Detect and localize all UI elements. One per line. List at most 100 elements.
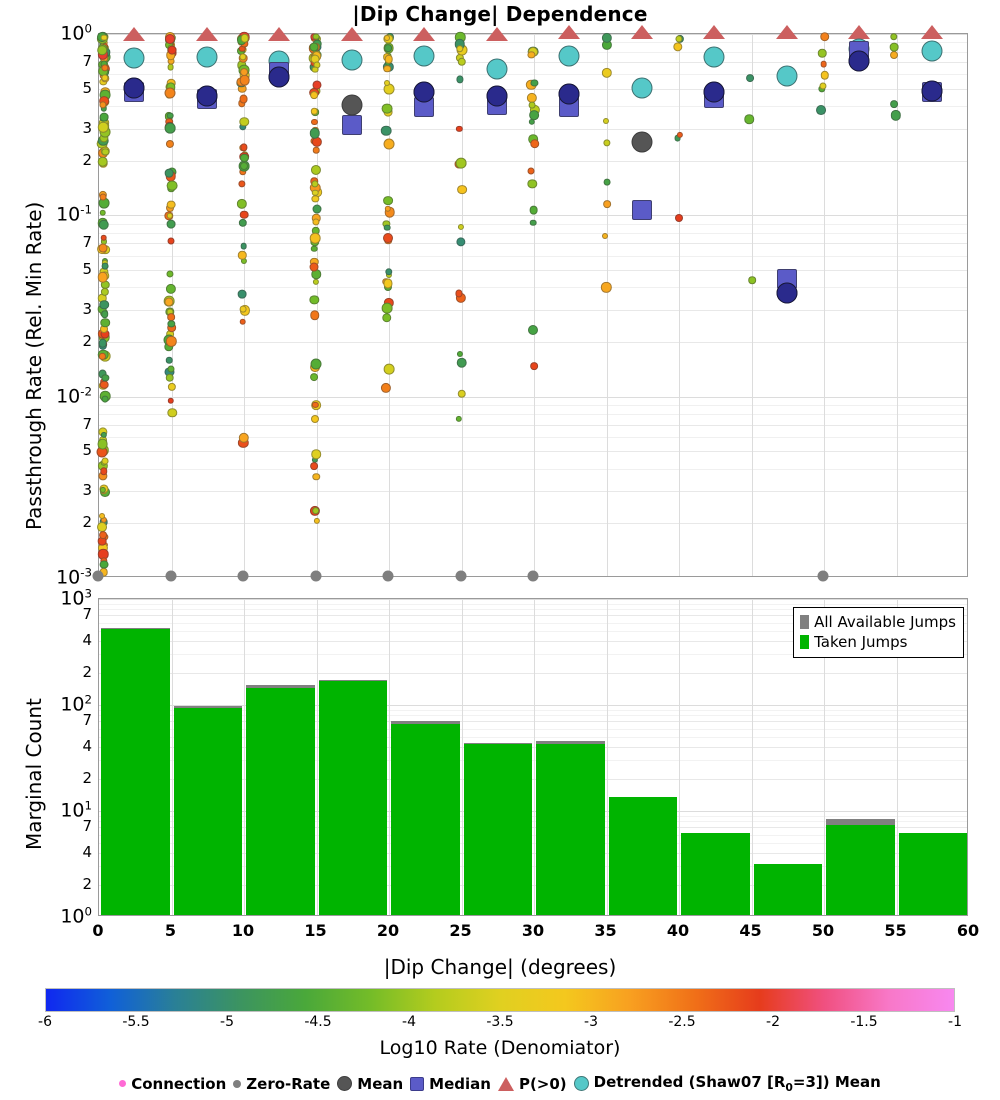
scatter-point (311, 118, 318, 125)
stat-marker (631, 200, 652, 221)
scatter-point (236, 198, 247, 209)
scatter-point (603, 139, 611, 147)
marker-legend-label: Mean (357, 1074, 404, 1093)
scatter-y-tick: 2 (82, 513, 92, 532)
histogram-x-tick: 10 (231, 921, 255, 940)
scatter-point (310, 180, 319, 188)
scatter-point (309, 232, 321, 244)
legend-label: Taken Jumps (814, 633, 908, 651)
scatter-point (100, 318, 110, 328)
scatter-point (239, 161, 248, 170)
colorbar-tick: -4 (402, 1014, 416, 1030)
gridline (99, 523, 967, 525)
gridline (316, 34, 318, 576)
histogram-x-tick: 5 (164, 921, 177, 940)
circle-icon (337, 1076, 353, 1091)
scatter-point (238, 218, 247, 227)
scatter-point (455, 289, 463, 298)
scatter-y-tick: 2 (82, 150, 92, 169)
scatter-point (99, 299, 110, 310)
stat-marker (123, 77, 145, 99)
scatter-point (383, 363, 395, 375)
marker-legend-item: Connection (119, 1075, 226, 1093)
stat-marker (703, 25, 726, 40)
scatter-point (603, 117, 610, 124)
scatter-point (97, 438, 108, 450)
gridline-minor (99, 821, 967, 823)
scatter-point (164, 168, 174, 178)
colorbar-tick: -1.5 (850, 1014, 878, 1030)
scatter-point (165, 373, 175, 382)
scatter-point (312, 218, 320, 226)
gridline-minor (99, 468, 967, 470)
gridline-minor (99, 609, 967, 611)
scatter-y-tick: 100 (60, 21, 92, 45)
stat-marker (703, 46, 725, 68)
scatter-point (101, 64, 109, 72)
zero-rate-marker (527, 570, 539, 582)
gridline (751, 34, 753, 576)
scatter-point (166, 269, 174, 278)
gridline-minor (99, 404, 967, 406)
gridline (896, 34, 898, 576)
scatter-point (890, 110, 901, 121)
gridline-minor (99, 834, 967, 836)
figure-title: |Dip Change| Dependence (352, 2, 648, 26)
histogram-x-tick: 40 (666, 921, 690, 940)
scatter-point (100, 34, 108, 41)
scatter-point (313, 517, 321, 524)
stat-marker (123, 27, 146, 42)
scatter-point (238, 432, 249, 443)
scatter-point (384, 55, 394, 64)
gridline (99, 451, 967, 453)
gridline-minor (99, 414, 967, 416)
scatter-point (456, 75, 464, 84)
scatter-point (312, 80, 322, 90)
scatter-point (383, 224, 391, 232)
bar-taken-jumps (608, 796, 677, 915)
scatter-point (165, 283, 177, 294)
scatter-y-tick: 10-1 (56, 202, 92, 226)
triangle-icon (497, 1076, 514, 1091)
scatter-point (312, 204, 322, 214)
gridline (99, 641, 967, 643)
scatter-point (674, 35, 683, 43)
scatter-point (457, 57, 466, 66)
scatter-point (381, 103, 393, 114)
stat-marker (341, 94, 363, 116)
scatter-point (312, 278, 319, 286)
scatter-point (383, 64, 392, 73)
histogram-y-tick: 102 (60, 692, 92, 716)
scatter-point (239, 74, 251, 86)
scatter-point (98, 101, 107, 109)
stat-marker (921, 40, 943, 62)
scatter-point (310, 310, 320, 320)
stat-marker (558, 25, 581, 40)
histogram-y-tick: 2 (82, 875, 92, 894)
marker-legend-label: Median (429, 1074, 491, 1093)
scatter-y-tick: 5 (82, 259, 92, 278)
gridline-minor (99, 654, 967, 656)
scatter-point (98, 219, 110, 231)
scatter-point (748, 276, 756, 285)
scatter-y-tick: 7 (82, 233, 92, 252)
scatter-point (100, 310, 109, 318)
marker-legend-label: Connection (131, 1074, 227, 1093)
gridline (99, 424, 967, 426)
scatter-point (383, 195, 394, 206)
marker-legend: Connection Zero-Rate Mean Median P(>0) Detren… (0, 1073, 1000, 1094)
scatter-point (101, 148, 109, 156)
scatter-point (164, 122, 176, 134)
scatter-point (384, 44, 393, 52)
scatter-point (383, 278, 393, 288)
scatter-point (239, 318, 246, 326)
gridline (99, 310, 967, 312)
gridline (679, 599, 680, 915)
gridline-minor (99, 728, 967, 730)
marker-legend-label: Detrended (Shaw07 [R0=3]) Mean (593, 1073, 881, 1094)
scatter-point (458, 224, 465, 231)
gridline-minor (99, 715, 967, 717)
scatter-point (166, 336, 177, 347)
histogram-legend: All Available Jumps Taken Jumps (793, 607, 964, 658)
scatter-point (820, 70, 829, 80)
